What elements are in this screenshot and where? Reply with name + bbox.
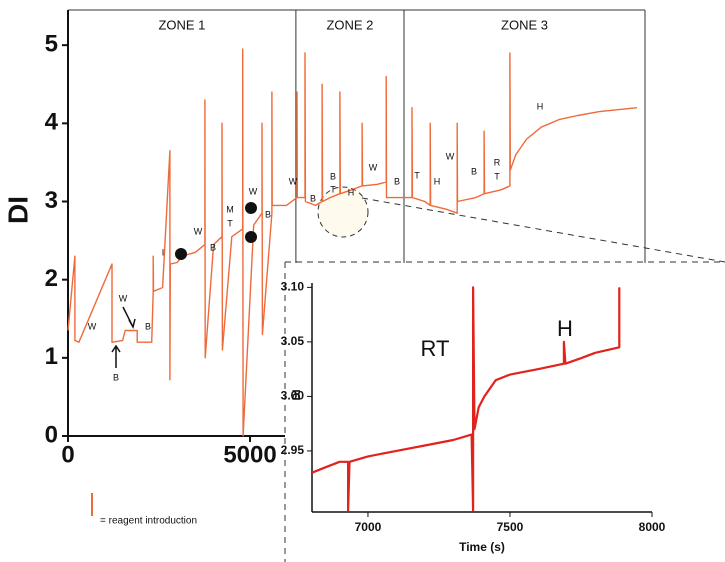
annotation: B <box>265 209 271 219</box>
y-tick-label: 1 <box>45 343 58 370</box>
y-tick-label: 3.10 <box>281 280 305 294</box>
y-tick-label: 3 <box>45 187 58 214</box>
x-tick-label: 5000 <box>223 441 276 468</box>
annotation: H <box>557 316 573 341</box>
annotation: B <box>330 171 336 181</box>
x-axis-label: Time (s) <box>459 540 505 554</box>
y-tick-label: 2.95 <box>281 443 305 457</box>
step-marker <box>175 248 187 260</box>
annotation: W <box>88 321 97 331</box>
legend-note: = reagent introduction <box>100 516 197 527</box>
zoom-connector <box>361 197 725 263</box>
annotation: W <box>446 151 455 161</box>
annotation: B <box>310 193 316 203</box>
annotation: H <box>537 101 544 111</box>
zone-label: ZONE 2 <box>326 17 373 32</box>
annotation: B <box>210 242 216 252</box>
inset-chart: 2.95 3.00 3.05 3.10 7000 7500 8000 Time (s) DI RT… <box>281 280 666 555</box>
annotation: T <box>330 184 336 194</box>
y-tick-label: 3.05 <box>281 334 305 348</box>
annotation: T <box>494 171 500 181</box>
y-axis-label: DI <box>291 390 303 401</box>
data-line <box>311 286 621 512</box>
zoom-circle <box>317 186 369 238</box>
annotation: T <box>227 218 233 228</box>
step-marker <box>245 202 257 214</box>
annotation: B <box>471 166 477 176</box>
annotation: B <box>145 321 151 331</box>
annotation: W <box>119 293 128 303</box>
x-tick-label: 0 <box>61 441 74 468</box>
y-tick-label: 2 <box>45 265 58 292</box>
y-tick-label: 5 <box>45 31 58 58</box>
annotation: RT <box>421 336 450 361</box>
annotation: W <box>369 162 378 172</box>
step-marker <box>245 231 257 243</box>
annotation: M <box>226 204 234 214</box>
x-tick-label: 8000 <box>639 520 666 534</box>
inset-background <box>286 263 725 562</box>
annotation: W <box>249 186 258 196</box>
x-tick-label: 7000 <box>355 520 382 534</box>
y-tick-label: 0 <box>45 421 58 448</box>
annotation: H <box>348 187 355 197</box>
zone-label: ZONE 3 <box>501 17 548 32</box>
annotation: W <box>289 176 298 186</box>
data-line <box>67 48 638 437</box>
x-tick-label: 7500 <box>497 520 524 534</box>
zone-label: ZONE 1 <box>158 17 205 32</box>
annotation: I <box>162 247 165 257</box>
annotation-arrow <box>122 306 136 329</box>
annotation-arrow <box>111 344 121 368</box>
annotation: R <box>494 157 501 167</box>
y-axis-label: DI <box>2 196 33 224</box>
annotation: B <box>394 176 400 186</box>
annotation: B <box>113 372 119 382</box>
y-tick-label: 4 <box>45 109 59 136</box>
annotation: W <box>194 226 203 236</box>
annotation: T <box>414 170 420 180</box>
y-tick-label: 3.00 <box>281 389 305 403</box>
annotation: H <box>434 176 441 186</box>
